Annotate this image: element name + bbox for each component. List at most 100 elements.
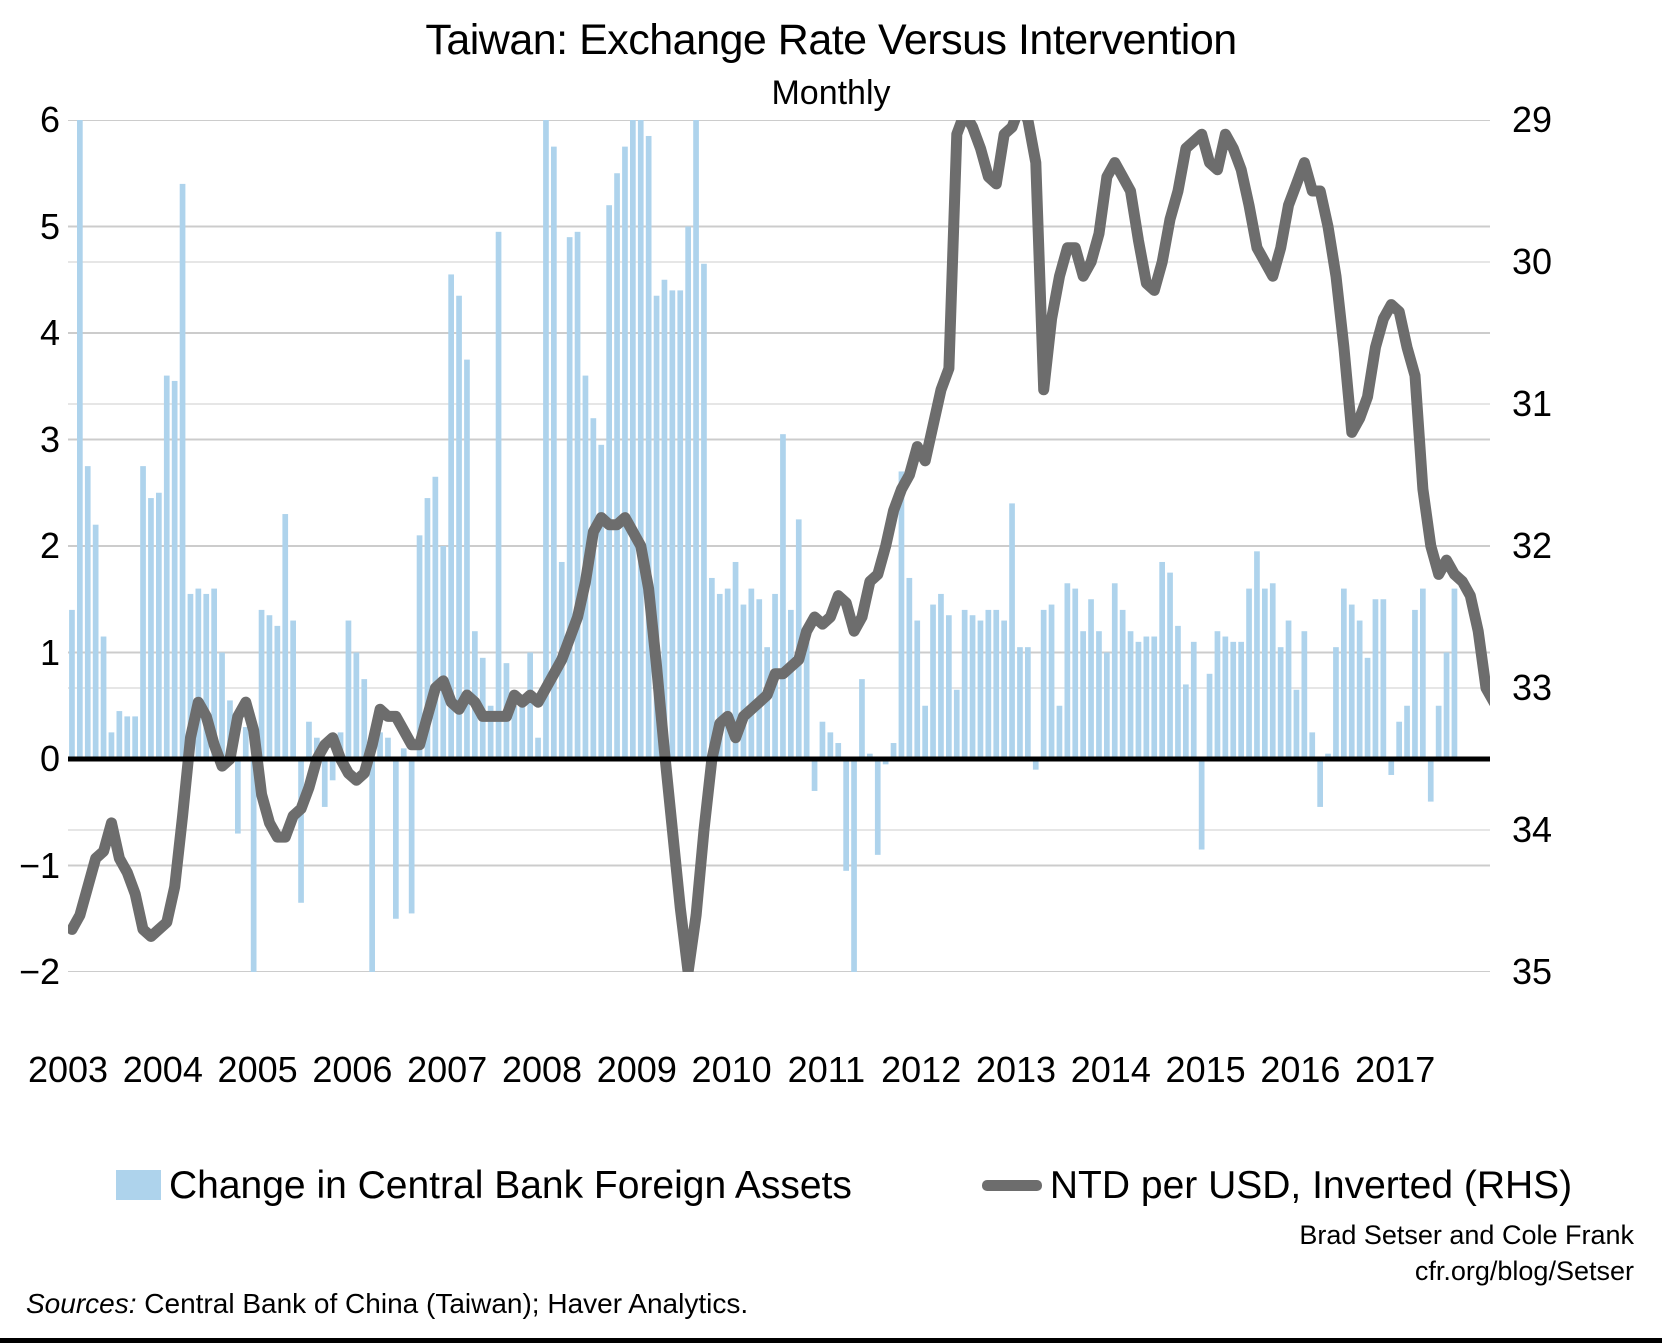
- bar: [898, 471, 905, 759]
- bar: [140, 466, 146, 759]
- x-axis-tick: 2005: [217, 1049, 298, 1090]
- bar: [306, 721, 312, 759]
- bar: [219, 652, 225, 759]
- credit-url: cfr.org/blog/Setser: [1414, 1255, 1634, 1286]
- bar: [835, 743, 842, 759]
- bar: [1143, 636, 1150, 759]
- bar: [906, 577, 913, 759]
- bar: [69, 609, 75, 759]
- sources-note: Sources: Central Bank of China (Taiwan);…: [26, 1288, 748, 1320]
- left-axis-tick: 6: [39, 99, 60, 140]
- bar: [408, 759, 415, 914]
- bar: [614, 173, 620, 759]
- bar: [1404, 705, 1410, 759]
- bar: [495, 231, 502, 759]
- right-axis-tick: 34: [1512, 809, 1553, 850]
- x-axis-tick: 2011: [787, 1049, 866, 1090]
- bar: [1333, 647, 1339, 759]
- chart-subtitle: Monthly: [771, 74, 891, 112]
- bar: [298, 759, 304, 903]
- bar: [1072, 588, 1079, 759]
- bar: [1246, 588, 1252, 759]
- bar: [669, 290, 676, 759]
- bar: [811, 759, 818, 791]
- bar: [716, 593, 723, 759]
- bar: [511, 705, 518, 759]
- bar: [843, 759, 849, 871]
- legend-item-bar: Change in Central Bank Foreign Assets: [116, 1166, 852, 1205]
- bar: [1175, 625, 1181, 759]
- bar: [345, 620, 352, 759]
- sources-text: Central Bank of China (Taiwan); Haver An…: [144, 1288, 749, 1319]
- bar: [1017, 647, 1023, 759]
- legend-line-swatch-icon: [981, 1179, 1042, 1191]
- bar: [1032, 759, 1039, 770]
- bar: [353, 652, 360, 759]
- bar: [1088, 599, 1094, 759]
- bar: [132, 716, 138, 759]
- credit-block: Brad Setser and Cole Frank cfr.org/blog/…: [1299, 1218, 1634, 1289]
- left-axis-tick: 2: [39, 525, 60, 566]
- bar: [1443, 652, 1450, 759]
- bar: [84, 466, 91, 759]
- bar: [1262, 588, 1268, 759]
- bar: [266, 615, 273, 759]
- bar: [630, 120, 636, 759]
- bar: [1293, 689, 1300, 759]
- bar: [1048, 604, 1055, 759]
- bar: [519, 700, 526, 759]
- bar: [661, 279, 668, 759]
- bar: [393, 759, 399, 919]
- bar: [258, 609, 265, 759]
- bar: [329, 759, 336, 781]
- bar: [1183, 684, 1189, 759]
- bar: [432, 476, 439, 759]
- bar: [1001, 620, 1007, 759]
- x-axis-tick: 2016: [1260, 1049, 1341, 1090]
- bar: [377, 732, 383, 759]
- bar: [645, 135, 652, 760]
- line-series: [68, 120, 1490, 972]
- bar: [701, 263, 707, 759]
- bar: [1111, 583, 1118, 759]
- bar: [195, 588, 202, 759]
- sources-label: Sources:: [26, 1288, 137, 1319]
- right-axis-labels: 29 30 31 32 33 34 35: [1498, 102, 1578, 990]
- bar: [282, 514, 289, 759]
- bar: [321, 759, 328, 807]
- bar: [1412, 609, 1418, 759]
- left-axis-tick: 0: [39, 738, 60, 779]
- bar: [92, 524, 99, 759]
- bar: [1151, 636, 1158, 759]
- bar: [867, 753, 873, 759]
- bar: [622, 146, 628, 759]
- bar: [1427, 759, 1434, 802]
- bar: [1104, 652, 1110, 759]
- bar: [1198, 759, 1205, 850]
- bar: [1277, 647, 1284, 759]
- bar: [969, 615, 976, 759]
- bar: [1301, 631, 1308, 759]
- left-axis-labels: 6 5 4 3 2 1 0 −1 −2: [0, 102, 60, 990]
- bar: [1356, 620, 1363, 759]
- bar: [1309, 732, 1316, 759]
- left-axis-tick: 5: [39, 205, 60, 247]
- bar: [606, 205, 612, 759]
- bar: [464, 359, 470, 759]
- bar: [882, 759, 889, 765]
- x-axis-tick: 2007: [407, 1049, 488, 1090]
- x-axis-tick: 2010: [691, 1049, 772, 1090]
- x-axis-tick: 2013: [975, 1049, 1057, 1090]
- bar: [1364, 657, 1371, 759]
- bar: [985, 609, 992, 759]
- bar: [1040, 609, 1047, 759]
- bar: [1317, 759, 1323, 807]
- bar: [179, 183, 186, 759]
- bar: [859, 679, 865, 759]
- bar: [116, 711, 123, 759]
- bar: [1190, 641, 1197, 759]
- bar: [993, 609, 1000, 759]
- x-axis-tick: 2012: [881, 1049, 962, 1090]
- bar: [1056, 705, 1063, 759]
- x-axis-tick: 2008: [501, 1049, 583, 1090]
